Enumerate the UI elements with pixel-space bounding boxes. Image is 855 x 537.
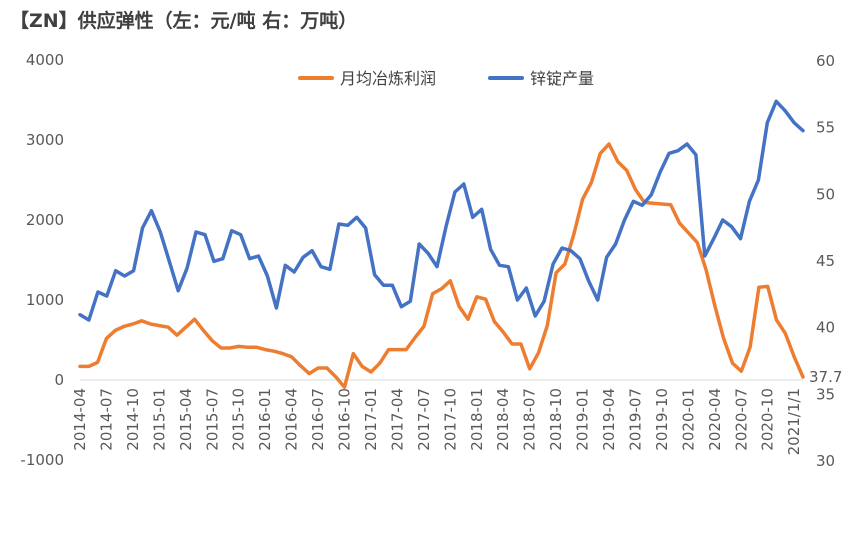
x-tick-label: 2018-04 <box>494 388 512 451</box>
x-tick-label: 2020-07 <box>732 388 750 451</box>
x-tick-label: 2016-10 <box>336 388 354 451</box>
y-left-tick-label: 1000 <box>26 291 64 309</box>
x-tick-label: 2015-07 <box>203 388 221 451</box>
series-line-output <box>78 99 805 322</box>
x-tick-label: 2017-04 <box>388 388 406 451</box>
series-line-profit <box>78 142 805 389</box>
x-tick-label: 2019-01 <box>574 388 592 451</box>
x-tick-label: 2015-10 <box>230 388 248 451</box>
x-tick-label: 2021/1/1 <box>785 388 803 455</box>
x-tick-label: 2015-04 <box>177 388 195 451</box>
y-left-tick-label: 3000 <box>26 131 64 149</box>
x-tick-label: 2018-07 <box>521 388 539 451</box>
x-tick-label: 2016-01 <box>256 388 274 451</box>
y-right-tick-label: 40 <box>816 319 835 337</box>
y-left-tick-label: -1000 <box>20 451 64 469</box>
chart-title: 【ZN】供应弹性（左：元/吨 右：万吨） <box>10 10 358 32</box>
x-tick-label: 2017-07 <box>415 388 433 451</box>
y-right-tick-label: 55 <box>816 119 835 137</box>
y-left-tick-label: 2000 <box>26 211 64 229</box>
y-left-tick-label: 0 <box>54 371 64 389</box>
x-tick-label: 2016-07 <box>309 388 327 451</box>
x-tick-label: 2019-10 <box>653 388 671 451</box>
x-tick-label: 2016-04 <box>283 388 301 451</box>
x-tick-label: 2018-10 <box>547 388 565 451</box>
y-right-tick-label: 30 <box>816 452 835 470</box>
x-tick-label: 2019-07 <box>626 388 644 451</box>
y-right-tick-label: 60 <box>816 52 835 70</box>
x-tick-label: 2015-01 <box>150 388 168 451</box>
y-right-tick-label: 45 <box>816 252 835 270</box>
x-tick-label: 2020-04 <box>706 388 724 451</box>
legend-label: 锌锭产量 <box>530 69 594 88</box>
y-left-tick-label: 4000 <box>26 51 64 69</box>
x-tick-label: 2020-01 <box>679 388 697 451</box>
end-value-label: 37.7 <box>809 368 842 386</box>
x-tick-label: 2019-04 <box>600 388 618 451</box>
legend-label: 月均冶炼利润 <box>340 69 436 88</box>
x-tick-label: 2014-04 <box>71 388 89 451</box>
x-tick-label: 2020-10 <box>759 388 777 451</box>
x-tick-label: 2014-07 <box>97 388 115 451</box>
x-tick-label: 2017-10 <box>441 388 459 451</box>
x-tick-label: 2017-01 <box>362 388 380 451</box>
x-tick-label: 2018-01 <box>468 388 486 451</box>
y-right-tick-label: 50 <box>816 185 835 203</box>
x-tick-label: 2014-10 <box>124 388 142 451</box>
y-right-tick-label: 35 <box>816 385 835 403</box>
